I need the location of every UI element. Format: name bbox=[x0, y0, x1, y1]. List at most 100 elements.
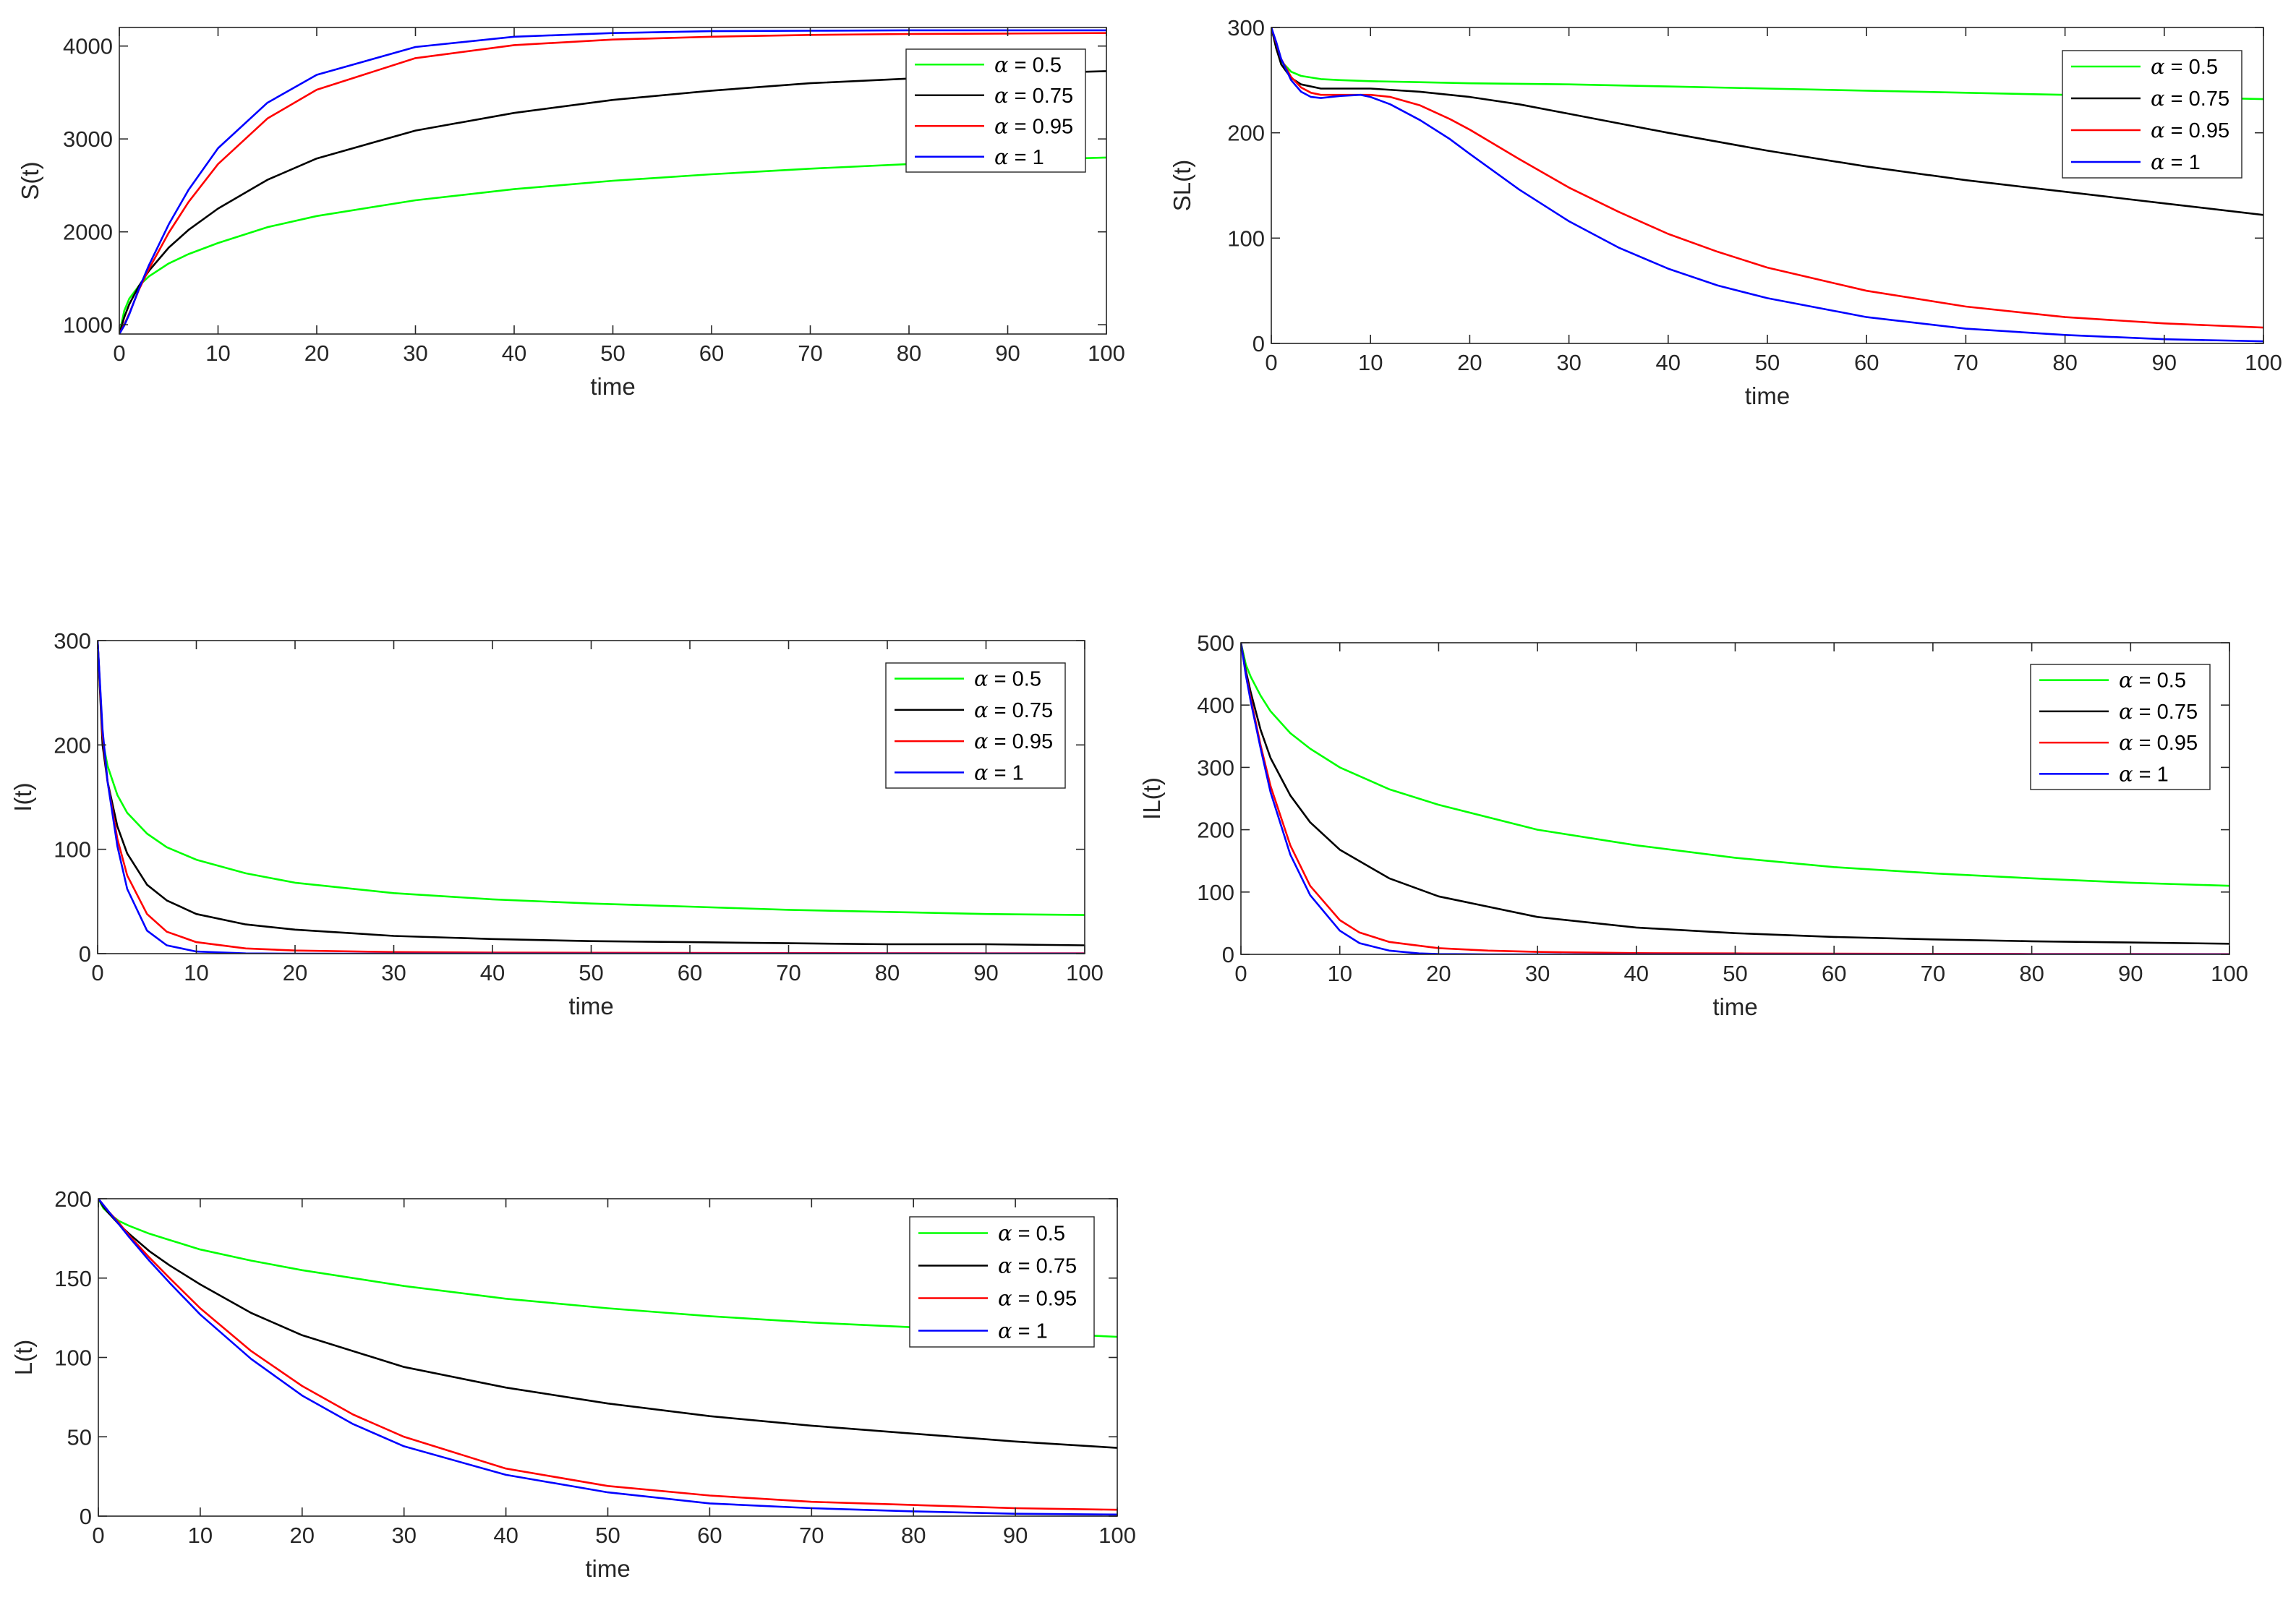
x-tick-label-I-3: 30 bbox=[381, 960, 406, 985]
y-tick-label-L-1: 50 bbox=[67, 1424, 92, 1450]
x-tick-label-I-9: 90 bbox=[973, 960, 998, 985]
chart-IL: 0 10 20 30 40 50 60 70 80 90 100 0 100 200 300 400 500 ti… bbox=[1138, 630, 2248, 1020]
x-tick-label-SL-5: 50 bbox=[1755, 350, 1780, 375]
series-line-L-2 bbox=[98, 1199, 1117, 1511]
y-axis-title-I: I(t) bbox=[9, 782, 36, 811]
x-tick-label-I-0: 0 bbox=[91, 960, 103, 985]
legend-IL: α = 0.5 α = 0.75 α = 0.95 α = 1 bbox=[2030, 664, 2211, 790]
x-tick-label-L-2: 20 bbox=[290, 1523, 315, 1548]
x-tick-label-I-4: 40 bbox=[480, 960, 505, 985]
series-line-I-0 bbox=[98, 641, 1085, 916]
legend-label-L-3: α = 1 bbox=[998, 1319, 1048, 1343]
x-tick-label-SL-1: 10 bbox=[1358, 350, 1383, 375]
chart-I: 0 10 20 30 40 50 60 70 80 90 100 0 100 200 300 time I(t)… bbox=[9, 628, 1104, 1019]
x-tick-label-S-7: 70 bbox=[798, 341, 822, 366]
x-axis-title-SL: time bbox=[1745, 382, 1790, 409]
x-tick-label-S-5: 50 bbox=[600, 341, 625, 366]
y-tick-label-S-1: 2000 bbox=[63, 220, 113, 245]
x-tick-label-S-2: 20 bbox=[304, 341, 329, 366]
legend-label-L-0: α = 0.5 bbox=[998, 1221, 1065, 1246]
x-tick-label-IL-8: 80 bbox=[2019, 961, 2044, 986]
x-tick-label-S-0: 0 bbox=[113, 341, 125, 366]
series-line-IL-1 bbox=[1241, 643, 2229, 945]
legend-label-I-2: α = 0.95 bbox=[974, 729, 1053, 753]
x-tick-label-S-1: 10 bbox=[205, 341, 230, 366]
x-tick-label-I-2: 20 bbox=[283, 960, 307, 985]
x-tick-label-S-8: 80 bbox=[897, 341, 921, 366]
x-tick-label-L-5: 50 bbox=[595, 1523, 620, 1548]
legend-label-SL-1: α = 0.75 bbox=[2151, 86, 2229, 111]
y-tick-label-L-0: 0 bbox=[80, 1504, 92, 1529]
x-axis-title-I: time bbox=[568, 993, 613, 1019]
x-tick-label-IL-1: 10 bbox=[1327, 961, 1352, 986]
y-tick-label-L-4: 200 bbox=[54, 1186, 92, 1212]
legend-label-SL-3: α = 1 bbox=[2151, 150, 2201, 174]
x-tick-label-SL-8: 80 bbox=[2052, 350, 2077, 375]
y-tick-label-I-1: 100 bbox=[54, 837, 91, 863]
y-axis-title-IL: IL(t) bbox=[1138, 777, 1165, 820]
x-tick-label-SL-9: 90 bbox=[2152, 350, 2177, 375]
legend-label-IL-1: α = 0.75 bbox=[2119, 699, 2198, 724]
x-tick-label-I-8: 80 bbox=[875, 960, 900, 985]
series-line-L-3 bbox=[98, 1199, 1117, 1516]
y-tick-label-SL-1: 100 bbox=[1227, 226, 1265, 251]
legend-label-I-0: α = 0.5 bbox=[974, 667, 1041, 691]
x-tick-label-IL-5: 50 bbox=[1723, 961, 1747, 986]
legend-label-S-1: α = 0.75 bbox=[994, 83, 1073, 108]
legend-label-L-1: α = 0.75 bbox=[998, 1254, 1077, 1278]
x-tick-label-IL-3: 30 bbox=[1525, 961, 1550, 986]
x-tick-label-IL-4: 40 bbox=[1624, 961, 1649, 986]
legend-label-IL-3: α = 1 bbox=[2119, 761, 2169, 786]
y-tick-label-L-2: 100 bbox=[54, 1346, 92, 1371]
series-line-SL-0 bbox=[1271, 27, 2263, 100]
x-tick-label-L-3: 30 bbox=[391, 1523, 416, 1548]
legend-label-I-3: α = 1 bbox=[974, 760, 1024, 784]
x-tick-label-IL-7: 70 bbox=[1921, 961, 1945, 986]
legend-S: α = 0.5 α = 0.75 α = 0.95 α = 1 bbox=[905, 48, 1086, 173]
legend-label-I-1: α = 0.75 bbox=[974, 698, 1053, 722]
y-axis-title-S: S(t) bbox=[17, 161, 43, 200]
series-line-SL-2 bbox=[1271, 27, 2263, 329]
x-tick-label-IL-10: 100 bbox=[2211, 961, 2248, 986]
series-line-I-1 bbox=[98, 641, 1085, 946]
series-line-IL-0 bbox=[1241, 643, 2229, 887]
x-tick-label-S-10: 100 bbox=[1088, 341, 1125, 366]
legend-label-IL-2: α = 0.95 bbox=[2119, 730, 2198, 755]
legend-label-IL-0: α = 0.5 bbox=[2119, 668, 2186, 693]
legend-label-SL-0: α = 0.5 bbox=[2151, 54, 2218, 79]
legend-box-S bbox=[905, 48, 1086, 173]
y-tick-label-IL-0: 0 bbox=[1222, 942, 1234, 967]
y-tick-label-SL-0: 0 bbox=[1252, 331, 1265, 356]
x-tick-label-L-0: 0 bbox=[92, 1523, 104, 1548]
legend-label-S-2: α = 0.95 bbox=[994, 114, 1073, 138]
legend-SL: α = 0.5 α = 0.75 α = 0.95 α = 1 bbox=[2062, 50, 2242, 179]
y-tick-label-SL-3: 300 bbox=[1227, 15, 1265, 40]
x-tick-label-S-3: 30 bbox=[403, 341, 427, 366]
y-axis-title-L: L(t) bbox=[10, 1340, 37, 1376]
x-tick-label-S-9: 90 bbox=[995, 341, 1020, 366]
legend-box-IL bbox=[2030, 664, 2211, 790]
x-tick-label-IL-2: 20 bbox=[1426, 961, 1451, 986]
x-tick-label-SL-6: 60 bbox=[1854, 350, 1879, 375]
x-tick-label-L-9: 90 bbox=[1003, 1523, 1028, 1548]
x-tick-label-IL-6: 60 bbox=[1822, 961, 1846, 986]
legend-label-SL-2: α = 0.95 bbox=[2151, 118, 2229, 142]
y-tick-label-I-3: 300 bbox=[54, 628, 91, 654]
x-tick-label-I-6: 60 bbox=[678, 960, 702, 985]
x-tick-label-SL-3: 30 bbox=[1556, 350, 1581, 375]
x-tick-label-I-5: 50 bbox=[579, 960, 603, 985]
legend-label-L-2: α = 0.95 bbox=[998, 1286, 1077, 1311]
x-tick-label-L-7: 70 bbox=[799, 1523, 824, 1548]
x-axis-title-IL: time bbox=[1712, 993, 1757, 1020]
y-tick-label-IL-4: 400 bbox=[1197, 693, 1234, 718]
legend-label-S-3: α = 1 bbox=[994, 145, 1044, 169]
x-axis-title-L: time bbox=[585, 1555, 630, 1582]
x-tick-label-L-4: 40 bbox=[493, 1523, 518, 1548]
y-tick-label-S-0: 1000 bbox=[63, 312, 113, 338]
chart-S: 0 10 20 30 40 50 60 70 80 90 100 1000 2000 3000 4000 ti… bbox=[17, 27, 1125, 400]
y-tick-label-S-2: 3000 bbox=[63, 127, 113, 152]
x-tick-label-L-6: 60 bbox=[697, 1523, 722, 1548]
y-tick-label-IL-1: 100 bbox=[1197, 880, 1234, 905]
x-tick-label-SL-4: 40 bbox=[1656, 350, 1681, 375]
